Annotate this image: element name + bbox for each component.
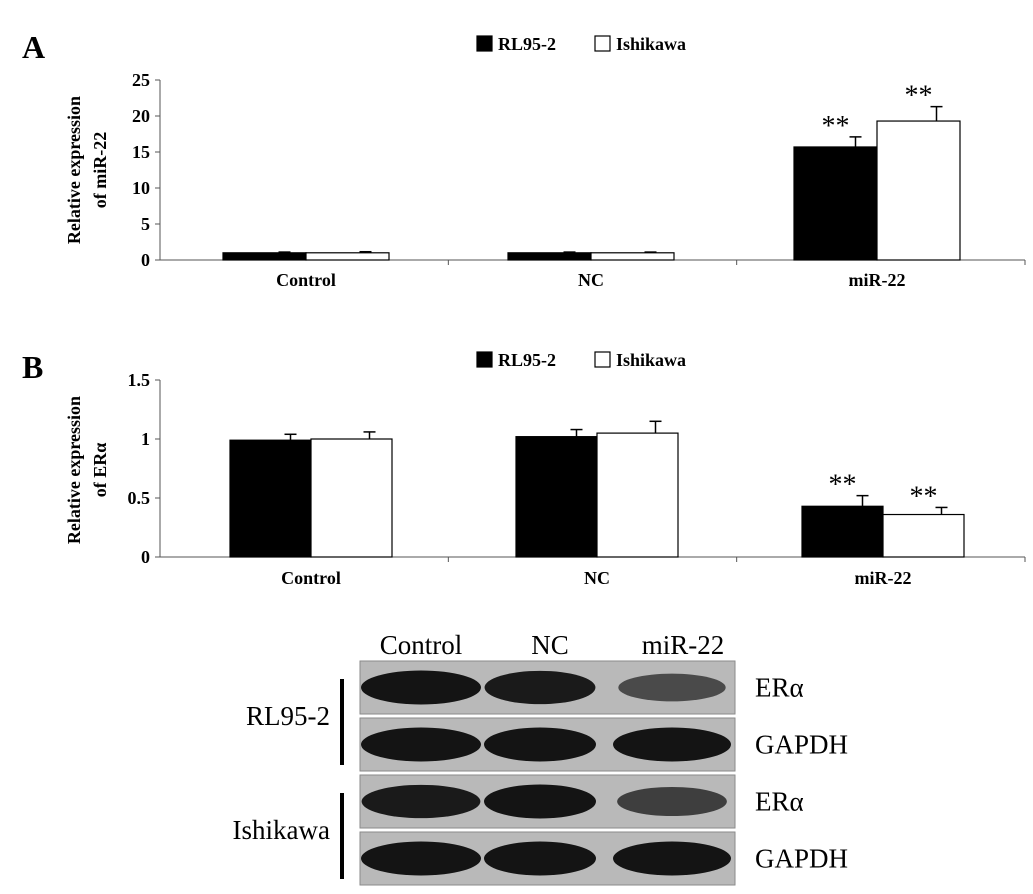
blot-band — [618, 673, 726, 702]
significance-mark: ** — [910, 481, 938, 512]
x-tick-label: NC — [578, 270, 604, 290]
legend-label: Ishikawa — [616, 350, 686, 370]
significance-mark: ** — [822, 111, 850, 142]
bar — [305, 252, 390, 261]
blot-band — [361, 841, 481, 876]
blot-cell-label: RL95-2 — [246, 701, 330, 731]
blot-lane-label: NC — [531, 630, 569, 660]
chart-panel-a: A RL95-2 Ishikawa Relative expression of miR… — [22, 29, 1026, 290]
y-axis-label: Relative expression — [64, 396, 84, 544]
bar — [590, 252, 675, 261]
blot-band — [484, 727, 596, 762]
blot-cell-label: Ishikawa — [233, 815, 330, 845]
y-axis-label: Relative expression — [64, 96, 84, 244]
legend-swatch — [594, 351, 611, 368]
legend-swatch — [594, 35, 611, 52]
bar — [876, 120, 961, 261]
blot-protein-label: GAPDH — [755, 730, 848, 760]
y-tick-label: 20 — [132, 106, 150, 126]
blot-band — [484, 841, 596, 876]
bar — [793, 146, 878, 261]
blot-protein-label: ERα — [755, 673, 804, 703]
western-blot: Control NC miR-22 RL95-2 ERα GAPDH Ishikawa ERα… — [233, 630, 848, 886]
x-tick-label: Control — [276, 270, 336, 290]
legend: RL95-2 Ishikawa — [476, 34, 686, 54]
bar — [222, 252, 307, 261]
blot-protein-label: ERα — [755, 787, 804, 817]
blot-band — [484, 670, 596, 705]
chart-panel-b: B RL95-2 Ishikawa Relative expression of ERα… — [22, 349, 1026, 588]
x-tick-label: Control — [281, 568, 341, 588]
bar — [596, 432, 679, 558]
y-tick-label: 0 — [141, 250, 150, 270]
bar — [882, 513, 965, 558]
bar — [229, 439, 312, 558]
y-axis-label: of ERα — [90, 443, 110, 498]
y-axis-label: of miR-22 — [90, 132, 110, 208]
y-tick-label: 0.5 — [128, 488, 151, 508]
y-tick-label: 1 — [141, 429, 150, 449]
x-tick-label: miR-22 — [849, 270, 906, 290]
legend: RL95-2 Ishikawa — [476, 350, 686, 370]
blot-band — [361, 727, 481, 762]
bar — [515, 436, 598, 558]
blot-lane-label: miR-22 — [642, 630, 725, 660]
blot-band — [613, 841, 731, 876]
legend-swatch — [476, 35, 493, 52]
x-tick-label: miR-22 — [855, 568, 912, 588]
panel-letter: A — [22, 29, 45, 65]
x-tick-label: NC — [584, 568, 610, 588]
bar — [310, 438, 393, 558]
y-tick-label: 25 — [132, 70, 150, 90]
y-tick-label: 15 — [132, 142, 150, 162]
significance-mark: ** — [829, 470, 857, 501]
significance-mark: ** — [905, 81, 933, 112]
y-tick-label: 1.5 — [128, 370, 151, 390]
legend-label: RL95-2 — [498, 350, 556, 370]
blot-band — [613, 727, 731, 762]
y-tick-label: 5 — [141, 214, 150, 234]
panel-letter: B — [22, 349, 43, 385]
legend-label: RL95-2 — [498, 34, 556, 54]
bar — [507, 252, 592, 261]
y-tick-label: 10 — [132, 178, 150, 198]
blot-band — [617, 786, 727, 817]
legend-label: Ishikawa — [616, 34, 686, 54]
blot-band — [484, 784, 596, 819]
bar — [801, 505, 884, 558]
y-tick-label: 0 — [141, 547, 150, 567]
blot-lane-label: Control — [380, 630, 463, 660]
legend-swatch — [476, 351, 493, 368]
blot-band — [361, 670, 481, 705]
blot-band — [361, 784, 481, 819]
blot-protein-label: GAPDH — [755, 844, 848, 874]
